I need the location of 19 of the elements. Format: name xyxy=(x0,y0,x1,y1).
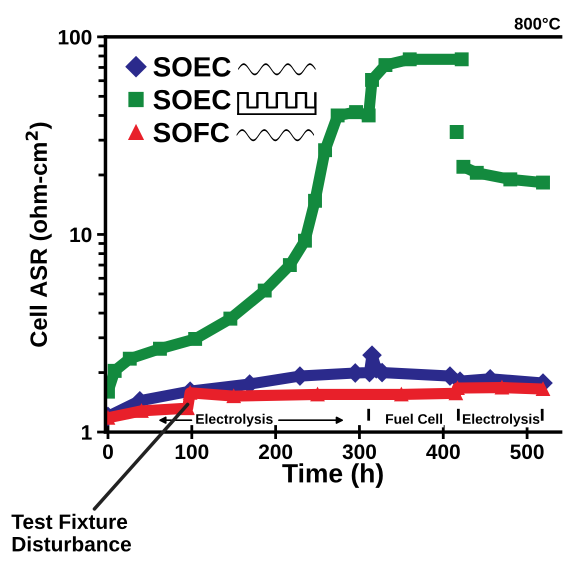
text: 800°C xyxy=(514,18,560,30)
annotation: Fuel Cell xyxy=(386,414,442,424)
x-tick-label: 100 xyxy=(176,444,208,460)
annotation: Electrolysis xyxy=(196,414,273,427)
x-axis-title: Time (h) xyxy=(282,463,383,488)
annotation: Electrolysis xyxy=(462,414,540,427)
legend-label: SOEC xyxy=(153,90,231,110)
x-tick-label: 500 xyxy=(510,444,544,460)
legend-label: SOEC xyxy=(153,57,231,77)
x-tick-label: 0 xyxy=(103,444,113,460)
x-tick-label: 200 xyxy=(258,444,292,460)
x-tick-label: 300 xyxy=(342,444,376,460)
annotation: Test Fixture Disturbance xyxy=(12,514,131,552)
y-axis-title: Cell ASR (ohm-cm$^{2}$) xyxy=(26,122,52,347)
legend-label: SOFC xyxy=(153,122,230,142)
x-tick-label: 400 xyxy=(426,444,460,460)
y-tick-label: 10 xyxy=(70,227,92,242)
y-tick-label: 100 xyxy=(58,30,92,45)
y-tick-label: 1 xyxy=(82,425,92,440)
